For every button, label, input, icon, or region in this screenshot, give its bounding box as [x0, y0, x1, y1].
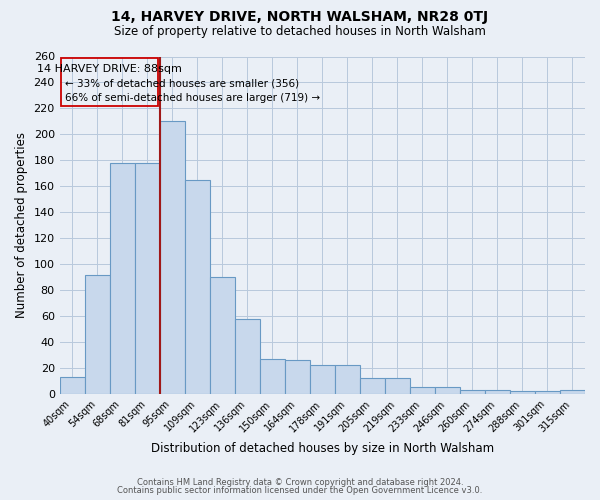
- Bar: [135, 163, 160, 394]
- Bar: [110, 163, 135, 394]
- Text: Size of property relative to detached houses in North Walsham: Size of property relative to detached ho…: [114, 25, 486, 38]
- X-axis label: Distribution of detached houses by size in North Walsham: Distribution of detached houses by size …: [151, 442, 494, 455]
- Text: 14 HARVEY DRIVE: 88sqm: 14 HARVEY DRIVE: 88sqm: [37, 64, 182, 74]
- Bar: [85, 274, 110, 394]
- Text: 14, HARVEY DRIVE, NORTH WALSHAM, NR28 0TJ: 14, HARVEY DRIVE, NORTH WALSHAM, NR28 0T…: [112, 10, 488, 24]
- Bar: [235, 318, 260, 394]
- Bar: [285, 360, 310, 394]
- Bar: [310, 366, 335, 394]
- Y-axis label: Number of detached properties: Number of detached properties: [15, 132, 28, 318]
- Bar: [260, 359, 285, 394]
- Text: Contains public sector information licensed under the Open Government Licence v3: Contains public sector information licen…: [118, 486, 482, 495]
- Text: 66% of semi-detached houses are larger (719) →: 66% of semi-detached houses are larger (…: [65, 93, 320, 103]
- Bar: [360, 378, 385, 394]
- Text: Contains HM Land Registry data © Crown copyright and database right 2024.: Contains HM Land Registry data © Crown c…: [137, 478, 463, 487]
- Bar: [61, 58, 158, 106]
- Bar: [59, 377, 85, 394]
- Bar: [485, 390, 510, 394]
- Bar: [410, 388, 435, 394]
- Bar: [510, 392, 535, 394]
- Bar: [535, 392, 560, 394]
- Bar: [210, 277, 235, 394]
- Bar: [385, 378, 410, 394]
- Bar: [560, 390, 585, 394]
- Bar: [460, 390, 485, 394]
- Text: ← 33% of detached houses are smaller (356): ← 33% of detached houses are smaller (35…: [65, 78, 299, 88]
- Bar: [185, 180, 210, 394]
- Bar: [435, 388, 460, 394]
- Bar: [335, 366, 360, 394]
- Bar: [160, 122, 185, 394]
